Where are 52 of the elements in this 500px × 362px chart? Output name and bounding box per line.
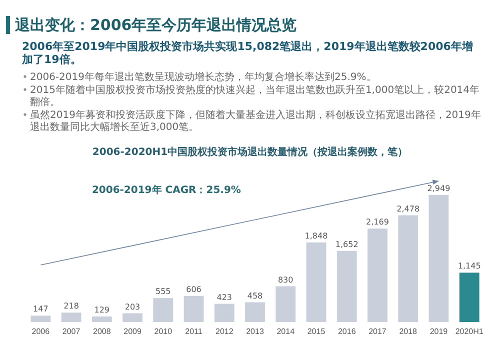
bar	[306, 242, 326, 322]
data-label: 423	[216, 292, 232, 302]
x-tick-label: 2006	[32, 326, 50, 336]
data-label: 830	[278, 275, 294, 284]
bar	[61, 312, 82, 322]
data-label: 1,848	[304, 231, 328, 240]
bar	[368, 228, 388, 322]
bar	[398, 215, 418, 322]
x-tick-label: 2015	[307, 326, 326, 336]
bar	[459, 272, 480, 322]
text: 2006-2019年每年退出笔数呈现波动增长态势，年均复合增长率达到25.9%。	[30, 71, 376, 83]
x-tick-label: 2008	[93, 326, 112, 336]
data-label: 2,949	[427, 184, 450, 193]
bar	[276, 286, 296, 322]
chart-subtitle: 2006年至2019年中国股权投资市场共实现15,082笔退出，2019年退出笔数较2006年增加了19倍。	[21, 40, 473, 66]
bar	[92, 316, 112, 322]
x-tick-label: 2010	[154, 326, 173, 336]
x-tick-label: 2014	[276, 326, 296, 336]
data-label: 1,145	[458, 262, 481, 271]
x-tick-label: 2016	[338, 326, 356, 336]
data-label: 203	[124, 302, 140, 312]
text: 2006-2020H1中国股权投资市场退出数量情况（按退出案例数，笔）	[92, 146, 408, 158]
data-label: 2,169	[366, 218, 389, 227]
annotation: 2006-2019年 CAGR：25.9%	[92, 184, 241, 196]
data-label: 129	[94, 305, 110, 314]
x-tick-label: 2011	[185, 326, 203, 336]
x-tick-label: 2012	[215, 326, 234, 336]
data-label: 2,478	[396, 204, 420, 214]
bar	[214, 304, 234, 322]
text: 2015年随着中国股权投资市场投资热度的快速兴起，当年退出笔数也跃升至1,000笔以上，较2014年翻倍。	[30, 84, 480, 108]
data-label: 606	[186, 284, 202, 294]
x-tick-label: 2020H1	[455, 326, 484, 336]
bar	[336, 250, 357, 322]
data-label: 555	[156, 287, 171, 296]
x-tick-label: 2019	[430, 326, 448, 336]
x-tick-label: 2013	[246, 326, 264, 336]
chart-title: 退出变化：2006年至今历年退出情况总览	[14, 16, 297, 34]
data-label: 218	[64, 302, 79, 311]
x-tick-label: 2009	[124, 326, 142, 336]
x-tick-label: 2018	[399, 326, 418, 336]
bar	[245, 302, 265, 322]
x-tick-label: 2017	[368, 326, 387, 336]
x-tick-label: 2007	[62, 326, 81, 336]
data-label: 458	[247, 291, 263, 300]
text: 虽然2019年募资和投资活跃度下降，但随着大量基金进入退出期，科创板设立拓宽退出路径，2019年退出数量同比大幅增长至近3,000笔。	[30, 109, 481, 133]
bar	[428, 195, 449, 322]
bar	[184, 296, 204, 322]
bar	[153, 298, 174, 322]
data-label: 147	[33, 304, 48, 314]
bar	[30, 316, 51, 322]
data-label: 1,652	[335, 240, 358, 249]
bar	[122, 313, 142, 322]
